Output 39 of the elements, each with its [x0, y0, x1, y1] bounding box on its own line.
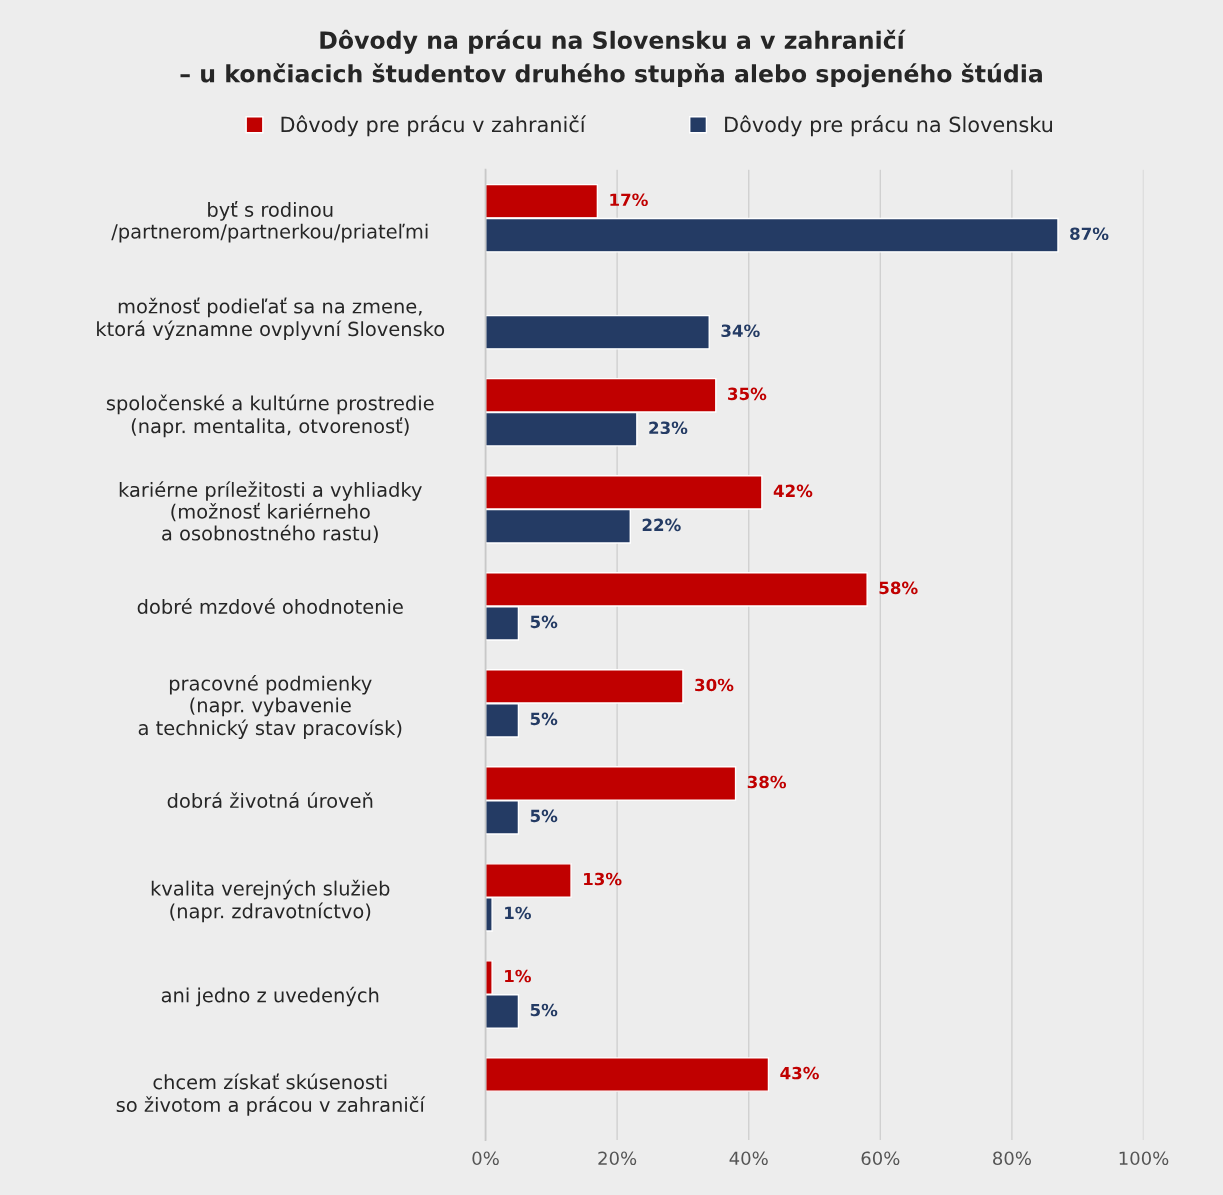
data-label: 23% — [649, 421, 688, 435]
y-tick-label: spoločenské a kultúrne prostredie (napr. mentalita, otvorenosť) — [106, 394, 434, 438]
data-label: 1% — [505, 969, 531, 983]
x-tick-label: 80% — [993, 1151, 1031, 1166]
y-tick-label: chcem získať skúsenosti so životom a prácou v zahraničí — [116, 1073, 426, 1116]
data-label: 35% — [728, 387, 767, 401]
data-label: 22% — [642, 518, 681, 532]
data-label: 34% — [721, 324, 760, 338]
chart-title: Dôvody na prácu na Slovensku a v zahraničí – u končiacich študentov druhého stupňa alebo spojeného štúdia — [180, 29, 1042, 88]
data-label: 5% — [530, 1003, 558, 1017]
y-tick-label: dobré mzdové ohodnotenie — [137, 598, 403, 615]
bar — [485, 314, 710, 350]
data-label: 58% — [879, 581, 918, 595]
data-label: 17% — [610, 193, 648, 207]
data-label: 38% — [747, 775, 787, 789]
x-tick-label: 100% — [1119, 1151, 1169, 1166]
legend-label: Dôvody pre prácu na Slovensku — [725, 115, 1052, 137]
data-label: 1% — [505, 906, 531, 920]
data-label: 5% — [530, 809, 558, 823]
data-label: 43% — [780, 1066, 819, 1080]
x-tick-label: 20% — [598, 1151, 637, 1166]
x-tick-label: 0% — [472, 1151, 499, 1166]
data-label: 87% — [1070, 227, 1109, 241]
x-tick-label: 60% — [861, 1151, 900, 1166]
data-label: 13% — [584, 872, 622, 886]
data-label: 42% — [773, 484, 813, 498]
y-tick-label: ani jedno z uvedených — [161, 986, 379, 1007]
data-label: 5% — [530, 615, 558, 629]
x-tick-label: 40% — [729, 1151, 768, 1166]
y-tick-label: pracovné podmienky (napr. vybavenie a technický stav pracovísk) — [138, 674, 402, 739]
data-label: 5% — [530, 712, 558, 726]
y-tick-label: dobrá životná úroveň — [167, 792, 373, 809]
legend-label: Dôvody pre prácu v zahraničí — [281, 115, 587, 137]
y-tick-label: kariérne príležitosti a vyhliadky (možnosť kariérneho a osobnostného rastu) — [119, 481, 422, 543]
y-tick-label: kvalita verejných služieb (napr. zdravotníctvo) — [151, 879, 390, 923]
y-tick-label: možnosť podieľať sa na zmene, ktorá významne ovplyvní Slovensko — [97, 297, 445, 341]
data-label: 30% — [695, 678, 734, 692]
y-tick-label: byť s rodinou /partnerom/partnerkou/priateľmi — [111, 200, 428, 243]
bar — [485, 1057, 770, 1092]
